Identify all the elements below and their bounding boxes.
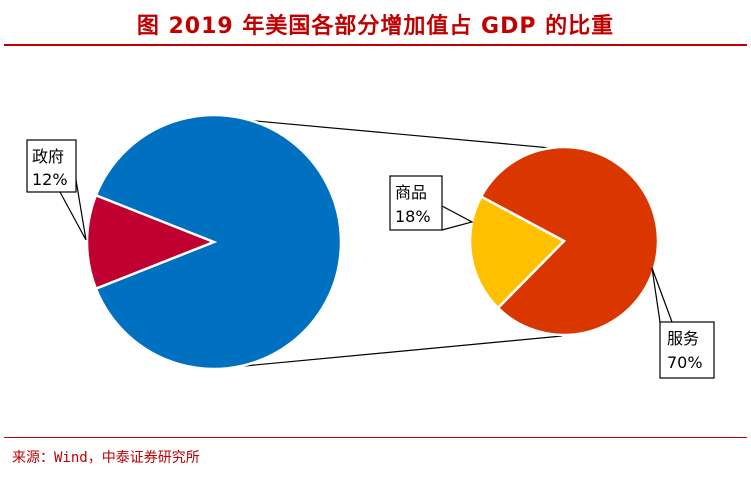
connector-line-top [222, 117, 563, 150]
callout-goods: 商品 18% [389, 175, 474, 231]
source-rule [4, 437, 747, 438]
pie-right [468, 145, 660, 337]
label-services: 服务 [667, 329, 699, 348]
connector-line-bottom [222, 335, 563, 369]
title-rule [4, 44, 747, 46]
value-goods: 18% [395, 207, 431, 226]
right-pie-slice-1 [479, 145, 660, 337]
left-pie-slice-1 [94, 113, 343, 371]
label-government: 政府 [32, 147, 64, 166]
callout-government: 政府 12% [26, 139, 87, 241]
callout-services: 服务 70% [651, 267, 715, 379]
pie-left [85, 113, 343, 371]
value-services: 70% [667, 353, 703, 372]
right-pie-slice-0 [468, 194, 567, 310]
source-note: 来源：Wind，中泰证券研究所 [12, 450, 200, 466]
value-government: 12% [32, 170, 68, 189]
chart-title: 图 2019 年美国各部分增加值占 GDP 的比重 [136, 14, 615, 39]
left-pie-slice-0 [85, 193, 218, 291]
label-goods: 商品 [395, 183, 427, 202]
